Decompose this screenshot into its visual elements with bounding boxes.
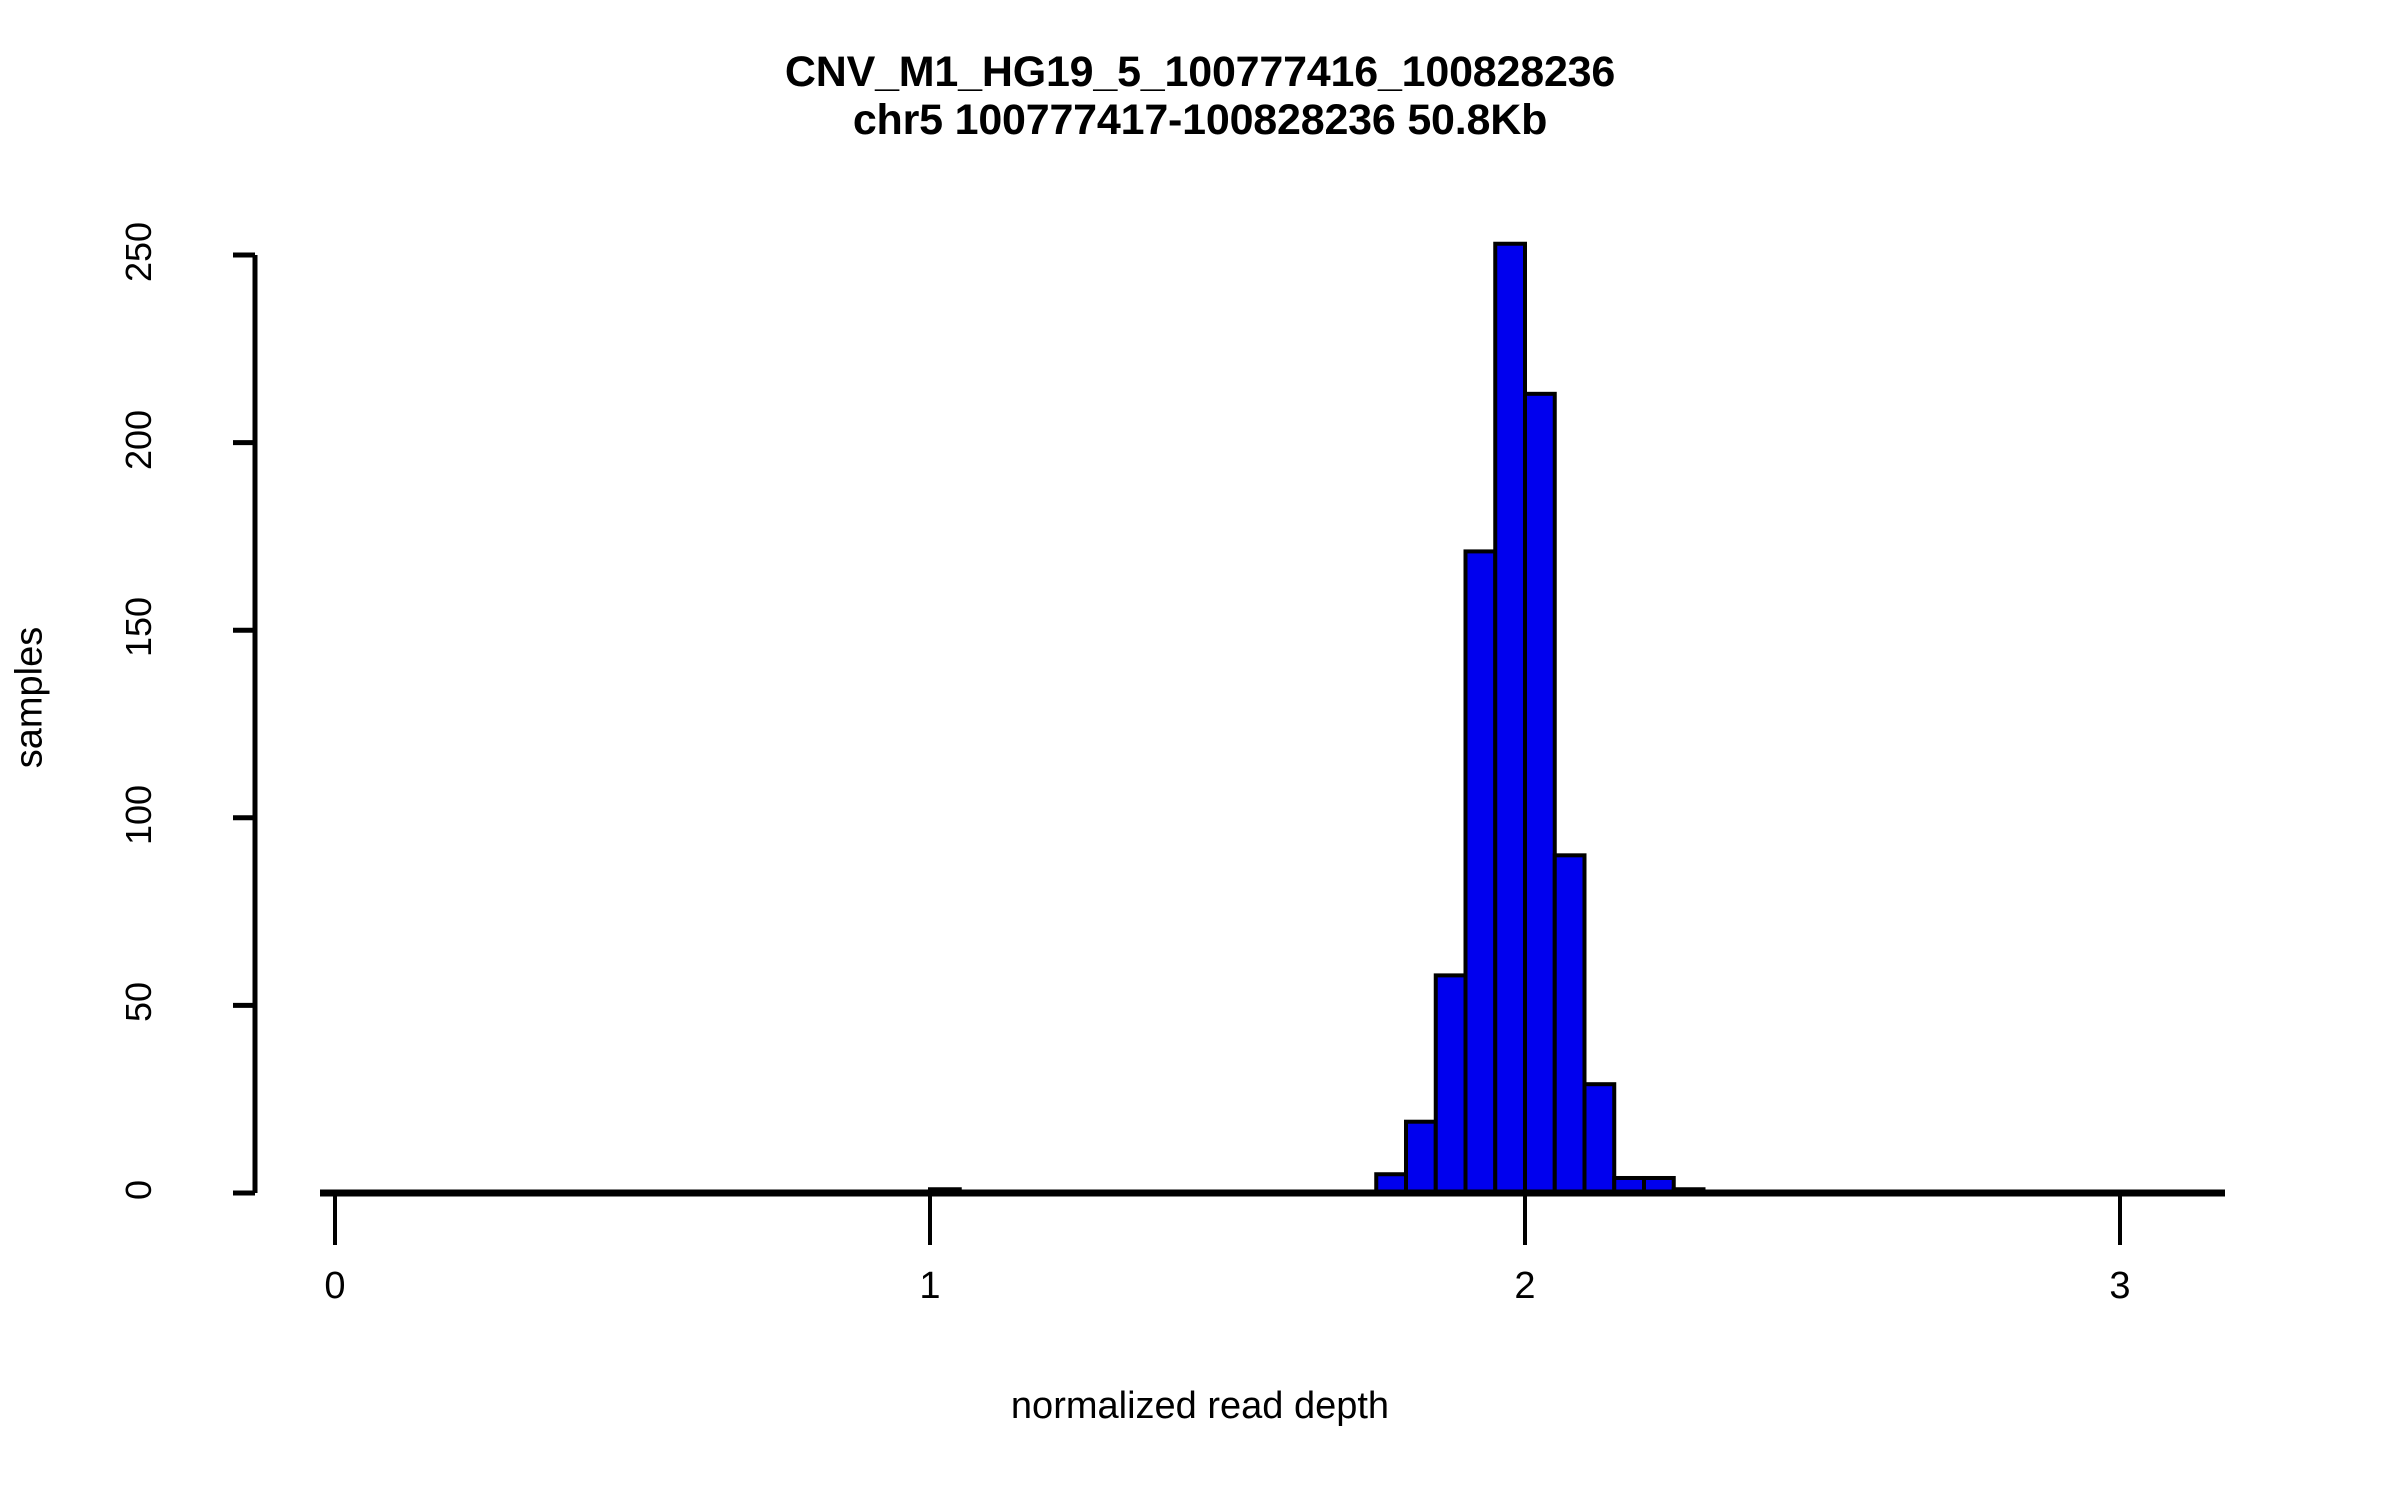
histogram-bar [1433,973,1468,1195]
histogram-bar [1404,1119,1438,1196]
x-axis-tick-label: 2 [1514,1265,1536,1307]
bar-series [928,241,1706,1196]
x-axis-tick-label: 1 [919,1265,941,1307]
histogram-bar [1582,1082,1617,1196]
x-axis-label: normalized read depth [1010,1385,1390,1427]
histogram-bar [1463,549,1498,1195]
y-axis-tick-label: 100 [118,784,159,845]
y-axis-tick-label: 250 [118,221,159,283]
y-axis-tick-label: 200 [118,409,159,470]
y-axis-tick-label: 0 [118,1179,159,1201]
y-axis-tick-label: 150 [118,597,159,658]
y-axis-label: samples [8,626,51,769]
histogram-bar [1493,241,1527,1195]
histogram-bar [1552,853,1587,1195]
histogram-bar [1523,391,1557,1196]
page-title: CNV_M1_HG19_5_100777416_100828236 [784,48,1616,96]
x-axis-tick-label: 3 [2109,1265,2131,1307]
y-axis-tick-label: 50 [118,982,159,1023]
chart-subtitle: chr5 100777417-100828236 50.8Kb [852,96,1548,145]
x-axis-tick-label: 0 [324,1265,346,1307]
chart-title-block: CNV_M1_HG19_5_100777416_100828236 chr5 1… [0,48,2400,144]
